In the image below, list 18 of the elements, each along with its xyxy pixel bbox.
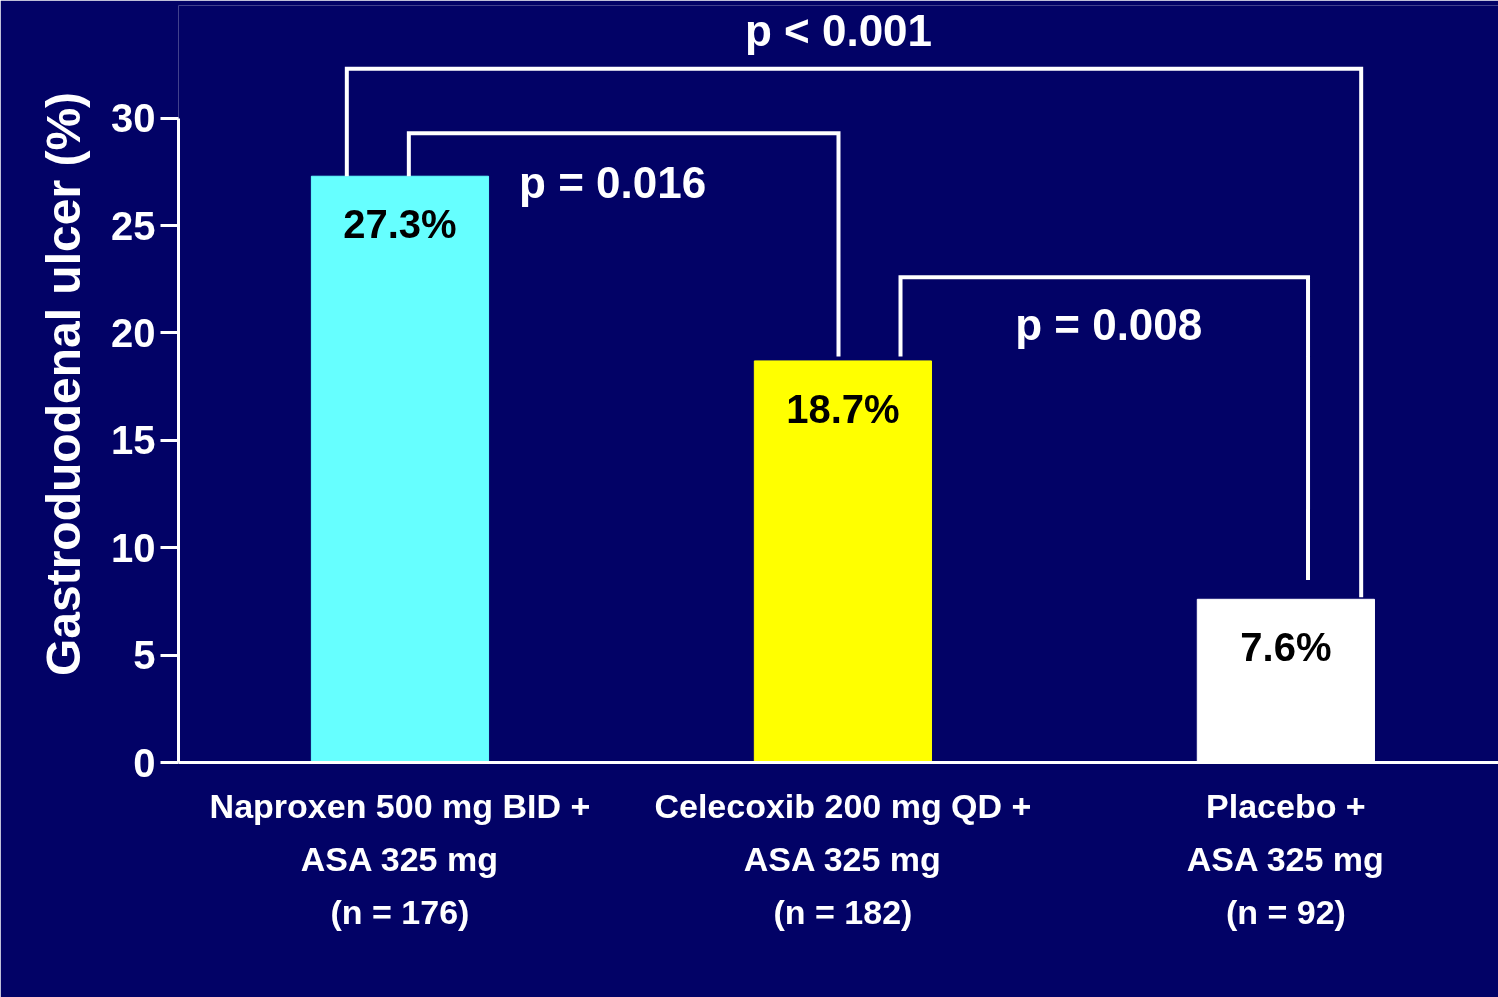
x-tick-label: Naproxen 500 mg BID + ASA 325 mg (n = 176) [209, 786, 591, 931]
x-tick-label: Celecoxib 200 mg QD + ASA 325 mg (n = 182) [654, 786, 1032, 931]
y-tick-label: 20 [111, 311, 156, 355]
x-tick-label: Placebo + ASA 325 mg (n = 92) [1186, 786, 1384, 931]
annotation: p = 0.016 [519, 158, 707, 208]
y-tick-label: 25 [111, 203, 156, 248]
text: p < 0.001 [744, 5, 933, 55]
y-tick-label: 0 [133, 740, 156, 785]
y-tick-label: 30 [111, 96, 156, 141]
data-label: 7.6% [1240, 625, 1332, 670]
y-tick-label: 5 [133, 633, 156, 678]
y-axis-title: Gastroduodenal ulcer (%) [37, 91, 91, 677]
y-tick-label: 10 [111, 525, 156, 570]
bar [310, 175, 490, 763]
annotation: p = 0.008 [1015, 299, 1203, 349]
y-tick-label: 15 [111, 418, 156, 463]
data-label: 18.7% [786, 386, 900, 431]
data-label: 27.3% [343, 202, 457, 247]
